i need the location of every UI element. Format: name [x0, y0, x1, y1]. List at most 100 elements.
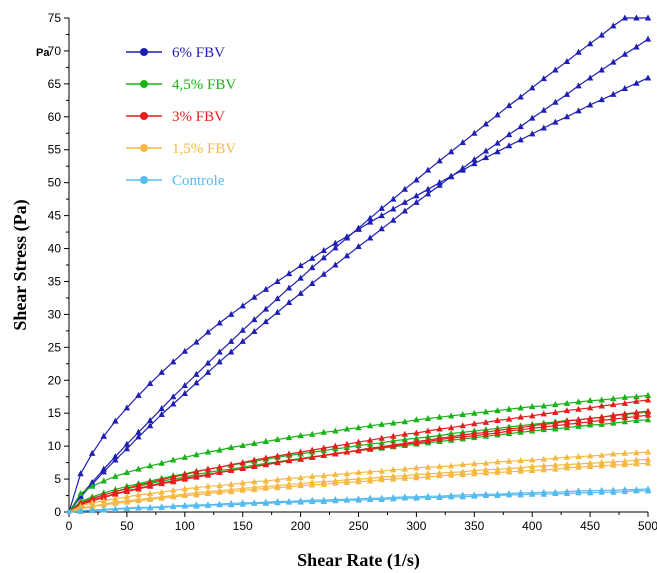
data-point [471, 492, 478, 499]
data-point [170, 400, 177, 407]
data-point [505, 102, 513, 109]
data-point [216, 446, 223, 453]
data-point [586, 414, 594, 421]
data-point [413, 429, 420, 436]
data-point [193, 451, 200, 458]
data-point [529, 412, 536, 419]
data-point [401, 185, 409, 192]
data-point [100, 501, 107, 508]
data-point [482, 154, 490, 161]
data-point [633, 14, 640, 21]
data-point [552, 465, 559, 472]
data-point [621, 14, 629, 21]
y-unit-label: Pa [36, 47, 50, 59]
data-point [355, 446, 362, 453]
data-point [494, 111, 501, 118]
data-point [193, 484, 200, 491]
data-point [123, 498, 131, 505]
data-point [390, 432, 397, 439]
legend-item: 1,5% FBV [126, 141, 236, 157]
data-point [447, 148, 455, 155]
data-point [517, 457, 524, 464]
data-point [482, 408, 490, 415]
y-tick-label: 35 [48, 274, 62, 288]
data-point [390, 475, 397, 482]
data-point [586, 421, 594, 428]
data-point [598, 488, 605, 495]
data-point [227, 467, 235, 474]
data-point [320, 451, 327, 458]
legend-label: 4,5% FBV [172, 77, 236, 93]
data-point [517, 123, 524, 130]
data-point [517, 93, 524, 100]
x-tick-label: 0 [66, 519, 73, 533]
data-point [251, 486, 258, 493]
x-tick-label: 400 [522, 519, 542, 533]
y-tick-label: 55 [48, 143, 62, 157]
data-point [239, 500, 246, 507]
data-point [610, 488, 617, 495]
data-point [621, 449, 629, 456]
data-point [424, 470, 432, 477]
data-point [135, 504, 142, 511]
data-point [644, 487, 652, 494]
x-tick-label: 50 [120, 519, 134, 533]
data-point [644, 459, 652, 466]
data-point [181, 453, 188, 460]
data-point [552, 490, 559, 497]
data-point [366, 214, 374, 221]
data-point [112, 495, 119, 502]
data-point [343, 478, 351, 485]
data-point [378, 434, 385, 441]
data-point [390, 495, 397, 502]
data-point [436, 425, 443, 432]
data-point [552, 454, 559, 461]
data-point [158, 480, 165, 487]
data-point [170, 493, 177, 500]
data-point [239, 459, 246, 466]
legend-item: 4,5% FBV [126, 77, 236, 93]
data-point [297, 448, 304, 455]
y-tick-label: 40 [48, 242, 62, 256]
data-point [459, 138, 466, 145]
data-point [598, 462, 605, 469]
data-point [123, 488, 131, 495]
data-point [170, 358, 177, 365]
data-point [424, 166, 432, 173]
series-line [68, 399, 649, 513]
data-point [366, 468, 374, 475]
data-point [471, 467, 478, 474]
y-tick-label: 50 [48, 176, 62, 190]
data-point [181, 502, 188, 509]
data-point [285, 434, 293, 441]
data-point [332, 479, 339, 486]
data-point [112, 472, 119, 479]
data-point [471, 409, 478, 416]
y-tick-label: 15 [48, 406, 62, 420]
data-point [633, 43, 640, 50]
data-point [158, 368, 165, 375]
y-tick-label: 45 [48, 209, 62, 223]
data-point [459, 422, 466, 429]
data-point [146, 462, 154, 469]
data-point [575, 419, 582, 426]
legend: 6% FBV 4,5% FBV 3% FBV 1,5% FBV Controle [126, 45, 236, 189]
data-point [436, 434, 443, 441]
data-point [447, 462, 455, 469]
data-point [494, 148, 501, 155]
data-point [447, 173, 455, 180]
data-point [251, 316, 258, 323]
data-point [204, 465, 212, 472]
data-point [297, 274, 304, 281]
data-point [552, 401, 559, 408]
data-point [598, 31, 605, 38]
data-point [227, 337, 235, 344]
data-point [586, 74, 594, 81]
data-point [610, 458, 617, 465]
data-point [586, 463, 594, 470]
data-point [308, 453, 316, 460]
data-point [529, 130, 536, 137]
data-point [517, 404, 524, 411]
data-point [424, 414, 432, 421]
data-point [436, 181, 443, 188]
